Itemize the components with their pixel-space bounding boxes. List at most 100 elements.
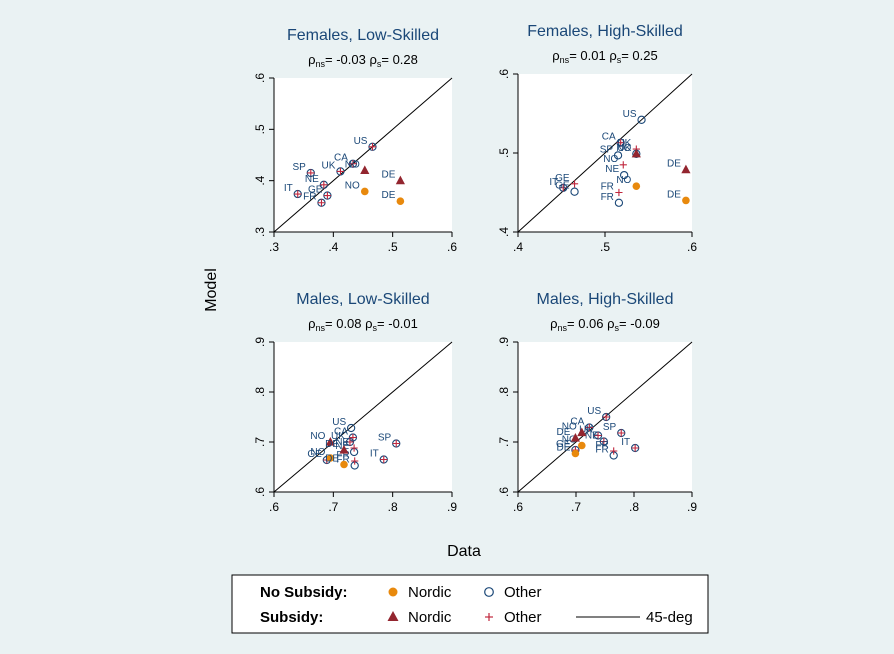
x-tick-label: .6	[447, 240, 457, 254]
point-label: US	[354, 136, 368, 147]
point-label: NO	[603, 154, 618, 165]
legend: No Subsidy: Nordic Other Subsidy: Nordic…	[231, 574, 709, 634]
point-no-subsidy-nordic	[340, 460, 348, 469]
point-no-subsidy-nordic	[682, 196, 690, 205]
legend-nordic-triangle-marker	[387, 611, 399, 621]
legend-other-circle-marker	[484, 587, 494, 597]
point-label: FR	[601, 182, 614, 193]
point-subsidy-nordic	[395, 175, 405, 185]
point-label: US	[587, 406, 601, 417]
legend-box	[231, 574, 709, 634]
point-label: IT	[284, 183, 293, 194]
point-subsidy-other	[585, 423, 593, 432]
point-subsidy-other	[631, 444, 639, 452]
panel-1: Females, Low-Skilled ρns= -0.03 ρs= 0.28.…	[253, 27, 457, 254]
point-label: IT	[370, 449, 379, 460]
point-subsidy-other	[368, 143, 377, 151]
point-label: NO	[616, 143, 631, 154]
point-label: GE	[556, 439, 571, 450]
point-no-subsidy-other	[614, 198, 624, 207]
legend-other-label-1: Other	[504, 584, 542, 601]
legend-45deg-label: 45-deg	[646, 609, 693, 626]
reference-line-45deg	[273, 77, 453, 233]
point-label: DE	[381, 170, 395, 181]
rho-annotation: ρns= 0.01 ρs= 0.25	[552, 48, 657, 65]
point-no-subsidy-nordic	[396, 197, 405, 205]
point-no-subsidy-nordic	[360, 187, 369, 196]
panel-2: Females, High-Skilled ρns= 0.01 ρs= 0.25.…	[497, 23, 697, 254]
rho-annotation: ρns= 0.08 ρs= -0.01	[308, 316, 418, 333]
point-label: SP	[378, 433, 392, 444]
point-subsidy-nordic	[325, 437, 335, 446]
panel-title: Females, High-Skilled	[527, 23, 683, 40]
point-label: NE	[585, 431, 599, 442]
legend-nordic-circle-marker	[388, 587, 398, 597]
point-label: CA	[334, 427, 348, 438]
point-subsidy-other	[351, 457, 359, 465]
reference-line-45deg	[273, 341, 453, 493]
y-tick-label: .5	[497, 148, 511, 158]
point-label: DE	[325, 454, 339, 465]
point-subsidy-other	[570, 180, 579, 188]
point-label: UK	[617, 143, 631, 154]
point-label: NE	[605, 164, 619, 175]
point-subsidy-other	[320, 181, 328, 189]
point-label: NO	[310, 431, 325, 442]
point-label: CA	[334, 153, 348, 164]
x-axis-label: Data	[447, 543, 481, 560]
legend-no-subsidy-label: No Subsidy:	[260, 584, 348, 601]
x-tick-label: .6	[513, 500, 523, 514]
point-label: US	[623, 109, 637, 120]
y-tick-label: .7	[253, 437, 267, 447]
point-label: SP	[603, 422, 617, 433]
point-no-subsidy-nordic	[632, 182, 641, 190]
point-label: NE	[335, 437, 349, 448]
point-label: DE	[667, 189, 681, 200]
legend-nordic-label-1: Nordic	[408, 584, 452, 601]
point-subsidy-nordic	[360, 165, 370, 174]
point-no-subsidy-other	[637, 115, 646, 124]
x-tick-label: .6	[687, 240, 697, 254]
y-axis-label: Model	[203, 268, 220, 312]
x-tick-label: .8	[629, 500, 639, 514]
panel-title: Males, High-Skilled	[537, 291, 674, 308]
point-label: NO	[616, 175, 631, 186]
point-label: DE	[325, 439, 339, 450]
panel-title: Females, Low-Skilled	[287, 27, 439, 44]
point-subsidy-other	[307, 169, 315, 177]
point-label: DE	[557, 427, 571, 438]
point-label: UK	[322, 160, 336, 171]
y-tick-label: .7	[497, 437, 511, 447]
point-subsidy-other	[615, 188, 623, 197]
point-label: UK	[331, 431, 345, 442]
point-label: DE	[667, 159, 681, 170]
point-no-subsidy-nordic	[326, 454, 335, 462]
rho-annotation: ρns= 0.06 ρs= -0.09	[550, 316, 660, 333]
x-tick-label: .9	[447, 500, 457, 514]
x-tick-label: .5	[388, 240, 398, 254]
point-label: SP	[600, 144, 614, 155]
legend-nordic-label-2: Nordic	[408, 609, 452, 626]
point-label: DE	[557, 443, 571, 454]
point-subsidy-other	[617, 139, 625, 147]
point-label: UK	[579, 425, 593, 436]
point-no-subsidy-other	[613, 151, 623, 160]
point-subsidy-other	[346, 438, 354, 446]
y-tick-label: .6	[253, 487, 267, 497]
point-subsidy-nordic	[570, 433, 581, 442]
x-tick-label: .6	[269, 500, 279, 514]
y-tick-label: .3	[253, 227, 267, 237]
point-label: NO	[310, 447, 325, 458]
x-tick-label: .4	[328, 240, 338, 254]
point-label: IT	[621, 437, 630, 448]
point-label: NE	[305, 174, 319, 185]
panel-3: Males, Low-Skilled ρns= 0.08 ρs= -0.01 .6.…	[253, 291, 457, 514]
point-label: SP	[292, 162, 306, 173]
point-label: GE	[555, 173, 570, 184]
point-label: NO	[345, 159, 360, 170]
x-tick-label: .5	[600, 240, 610, 254]
y-tick-label: .8	[497, 387, 511, 397]
panel-title: Males, Low-Skilled	[296, 291, 429, 308]
y-tick-label: .6	[253, 73, 267, 83]
point-subsidy-nordic	[339, 445, 349, 454]
